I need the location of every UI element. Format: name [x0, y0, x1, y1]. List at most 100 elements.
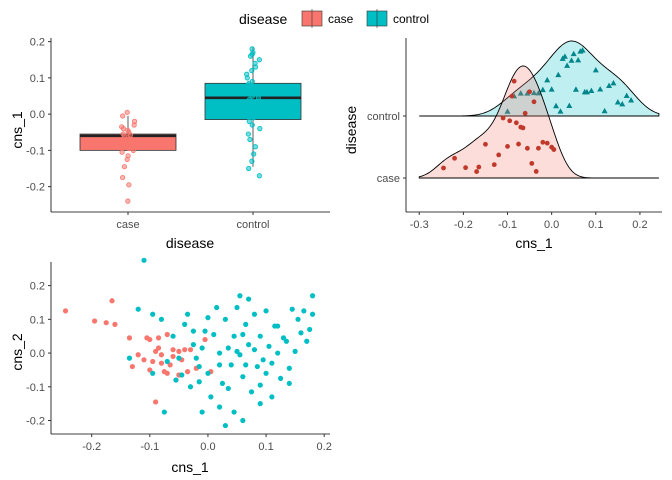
scatter-point-control	[240, 331, 246, 338]
jitter-point	[246, 91, 252, 97]
ridge-density-case	[418, 65, 659, 179]
ridge-point-case	[520, 125, 526, 131]
scatter-point-case	[170, 353, 176, 360]
jitter-point	[249, 158, 255, 164]
scatter-point-case	[164, 370, 170, 376]
ridge-point-control	[561, 53, 568, 59]
jitter-point	[246, 97, 252, 103]
ridge-point-case	[551, 147, 557, 152]
jitter-point	[124, 109, 130, 115]
jitter-point	[249, 87, 255, 94]
scatter-point-control	[199, 345, 205, 351]
scatter-ytick-label: -0.1	[26, 382, 45, 394]
ridge-point-case	[527, 89, 532, 95]
jitter-point	[119, 124, 125, 130]
ridge-point-case	[533, 169, 539, 174]
scatter-point-control	[301, 308, 307, 314]
scatter-point-case	[155, 335, 162, 341]
boxplot-ytick-label: 0.0	[30, 109, 45, 121]
ridge-point-case	[540, 139, 546, 145]
scatter-point-case	[103, 320, 109, 326]
ridge-point-case	[544, 140, 550, 146]
jitter-point	[256, 173, 262, 179]
ridge-point-case	[524, 145, 530, 151]
scatter-point-control	[184, 311, 191, 317]
ridge-point-case	[474, 169, 480, 174]
scatter-ytick-label: 0.0	[30, 348, 45, 360]
scatter-point-control	[182, 321, 188, 327]
ridge-point-control	[601, 107, 608, 114]
ridge-density-control	[419, 40, 660, 117]
ridge-point-control	[592, 67, 599, 73]
scatter-point-case	[62, 308, 69, 314]
scatter-point-control	[257, 333, 263, 339]
jitter-point	[245, 107, 251, 114]
ridge-point-control	[619, 101, 626, 107]
jitter-point	[119, 136, 125, 143]
scatter-point-case	[176, 348, 182, 354]
jitter-point	[120, 113, 126, 119]
legend-label-control: control	[393, 12, 429, 26]
ridge-point-control	[557, 108, 564, 114]
scatter-point-control	[240, 374, 246, 380]
scatter-point-case	[112, 321, 118, 327]
ridgeline-ytick-label: control	[367, 111, 400, 123]
ridge-point-case	[491, 162, 497, 168]
jitter-point	[251, 151, 257, 157]
ridgeline-xtick-label: -0.2	[454, 219, 473, 231]
jitter-point	[252, 60, 258, 66]
ridge-point-case	[511, 78, 517, 84]
scatter-point-control	[219, 380, 226, 387]
scatter-ytick-label: 0.2	[30, 281, 45, 293]
scatter-point-case	[182, 347, 188, 353]
scatter-point-case	[155, 345, 162, 351]
scatter-point-control	[286, 365, 292, 371]
scatter-point-control	[190, 342, 197, 348]
ridge-point-control	[524, 90, 531, 96]
scatter-point-case	[153, 399, 159, 405]
scatter-point-control	[199, 409, 205, 415]
scatter-point-control	[289, 306, 295, 312]
scatter-point-control	[266, 343, 272, 349]
scatter-ytick-label: 0.1	[30, 314, 45, 326]
jitter-point	[122, 142, 128, 148]
ridge-point-case	[500, 115, 506, 121]
ridge-point-case	[513, 120, 519, 126]
scatter-point-control	[222, 316, 228, 322]
ridge-point-case	[483, 141, 488, 147]
scatter-point-case	[184, 369, 191, 375]
scatter-point-control	[202, 328, 208, 334]
jitter-point	[121, 164, 128, 170]
scatter-point-case	[167, 362, 173, 368]
scatter-point-control	[286, 380, 292, 387]
scatter-point-control	[141, 257, 147, 263]
scatter-point-control	[187, 384, 194, 390]
scatter-point-control	[269, 394, 275, 400]
scatter-panel: cns_2 cns_1 0.2 0.1 0.0 -0.1 -0.2 -0.2 -0.1 0.0…	[9, 257, 332, 475]
scatter-point-control	[257, 401, 263, 407]
jitter-point	[125, 198, 131, 204]
scatter-point-control	[222, 422, 228, 429]
ridgeline-ytick-label: case	[377, 173, 400, 185]
scatter-point-control	[275, 350, 281, 356]
ridge-point-case	[452, 155, 457, 161]
ridge-point-control	[544, 76, 551, 83]
jitter-point	[245, 131, 251, 137]
boxplot-xlabel: disease	[166, 235, 214, 251]
ridge-point-control	[504, 108, 511, 114]
jitter-point	[257, 126, 263, 132]
scatter-point-control	[263, 370, 269, 376]
ridge-point-control	[564, 62, 571, 68]
scatter-point-control	[251, 311, 258, 317]
scatter-point-case	[187, 347, 194, 353]
scatter-point-control	[208, 394, 214, 400]
ridge-point-case	[522, 110, 528, 116]
jitter-point	[249, 78, 255, 85]
scatter-point-case	[147, 367, 153, 373]
ridge-point-control	[531, 89, 537, 96]
scatter-point-control	[164, 358, 170, 365]
scatter-point-control	[275, 323, 281, 329]
scatter-point-control	[205, 370, 211, 376]
